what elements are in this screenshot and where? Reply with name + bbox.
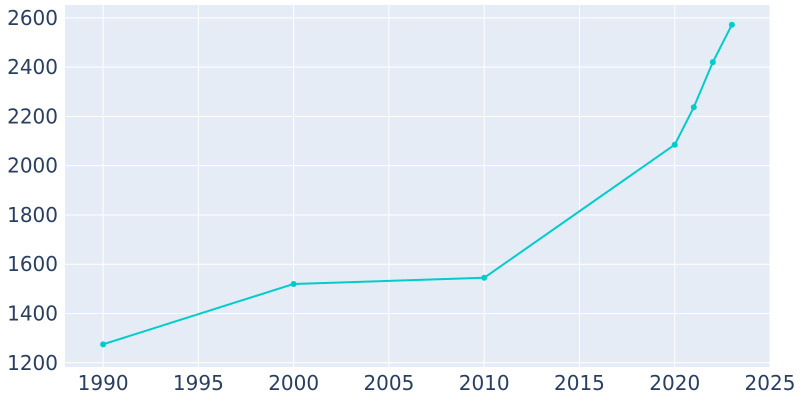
y-tick-label-2000: 2000 [7, 154, 58, 178]
x-tick-label-2010: 2010 [459, 371, 510, 395]
data-point-2010 [481, 274, 488, 281]
data-point-2023 [728, 21, 735, 28]
grid-lines [65, 5, 771, 367]
x-tick-label-2025: 2025 [745, 371, 796, 395]
plot-area [65, 5, 770, 367]
x-tick-label-2005: 2005 [363, 371, 414, 395]
x-tick-label-2020: 2020 [649, 371, 700, 395]
x-axis-tick-labels: 1990 1995 2000 2005 2010 2015 2020 2025 [78, 371, 796, 395]
x-tick-label-2015: 2015 [554, 371, 605, 395]
data-point-2000 [290, 280, 297, 287]
y-tick-label-1400: 1400 [7, 302, 58, 326]
x-tick-label-1990: 1990 [78, 371, 129, 395]
y-tick-label-2600: 2600 [7, 6, 58, 30]
data-point-2021 [690, 104, 697, 111]
y-tick-label-1600: 1600 [7, 252, 58, 276]
data-point-1990 [100, 341, 107, 348]
y-tick-label-2200: 2200 [7, 104, 58, 128]
x-tick-label-1995: 1995 [173, 371, 224, 395]
series-line-group [100, 21, 735, 348]
y-tick-label-1800: 1800 [7, 203, 58, 227]
data-point-2020 [671, 141, 678, 148]
x-tick-label-2000: 2000 [268, 371, 319, 395]
y-axis-tick-labels: 1200 1400 1600 1800 2000 2200 2400 2600 [7, 6, 58, 375]
y-tick-label-2400: 2400 [7, 55, 58, 79]
y-tick-label-1200: 1200 [7, 351, 58, 375]
data-point-2022 [709, 59, 716, 66]
